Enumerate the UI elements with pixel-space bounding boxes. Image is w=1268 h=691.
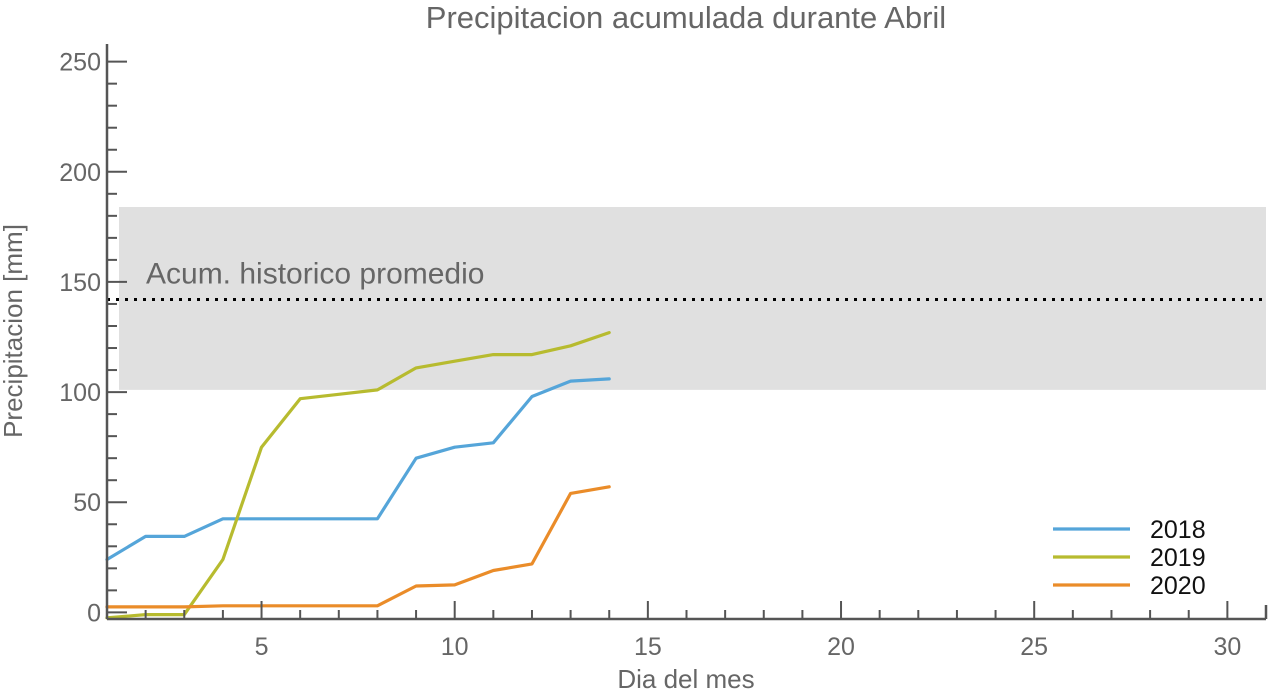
y-tick-label: 0 bbox=[87, 599, 101, 627]
x-tick-label: 10 bbox=[441, 633, 469, 661]
x-tick-label: 20 bbox=[827, 633, 855, 661]
legend-label-2019: 2019 bbox=[1150, 544, 1206, 572]
x-tick-label: 15 bbox=[634, 633, 662, 661]
y-tick-label: 200 bbox=[59, 159, 101, 187]
y-tick-label: 100 bbox=[59, 379, 101, 407]
y-tick-label: 150 bbox=[59, 269, 101, 297]
legend-label-2018: 2018 bbox=[1150, 516, 1206, 544]
x-tick-label: 5 bbox=[255, 633, 269, 661]
y-tick-label: 250 bbox=[59, 49, 101, 77]
x-tick-label: 30 bbox=[1213, 633, 1241, 661]
series-line-2020 bbox=[105, 485, 611, 609]
legend-label-2020: 2020 bbox=[1150, 572, 1206, 600]
historical-band-layer: Acum. historico promedio bbox=[107, 207, 1266, 390]
y-axis-label: Precipitacion [mm] bbox=[0, 224, 28, 438]
series-line-2018 bbox=[105, 377, 611, 562]
y-tick-label: 50 bbox=[73, 489, 101, 517]
x-tick-label: 25 bbox=[1020, 633, 1048, 661]
series-layer bbox=[105, 331, 611, 620]
chart-title: Precipitacion acumulada durante Abril bbox=[426, 0, 946, 35]
axes-layer: 0 50 100 150 200 250 5 10 15 20 25 30 bbox=[59, 44, 1268, 661]
x-axis-label: Dia del mes bbox=[617, 664, 754, 691]
historical-band-label: Acum. historico promedio bbox=[146, 258, 484, 291]
